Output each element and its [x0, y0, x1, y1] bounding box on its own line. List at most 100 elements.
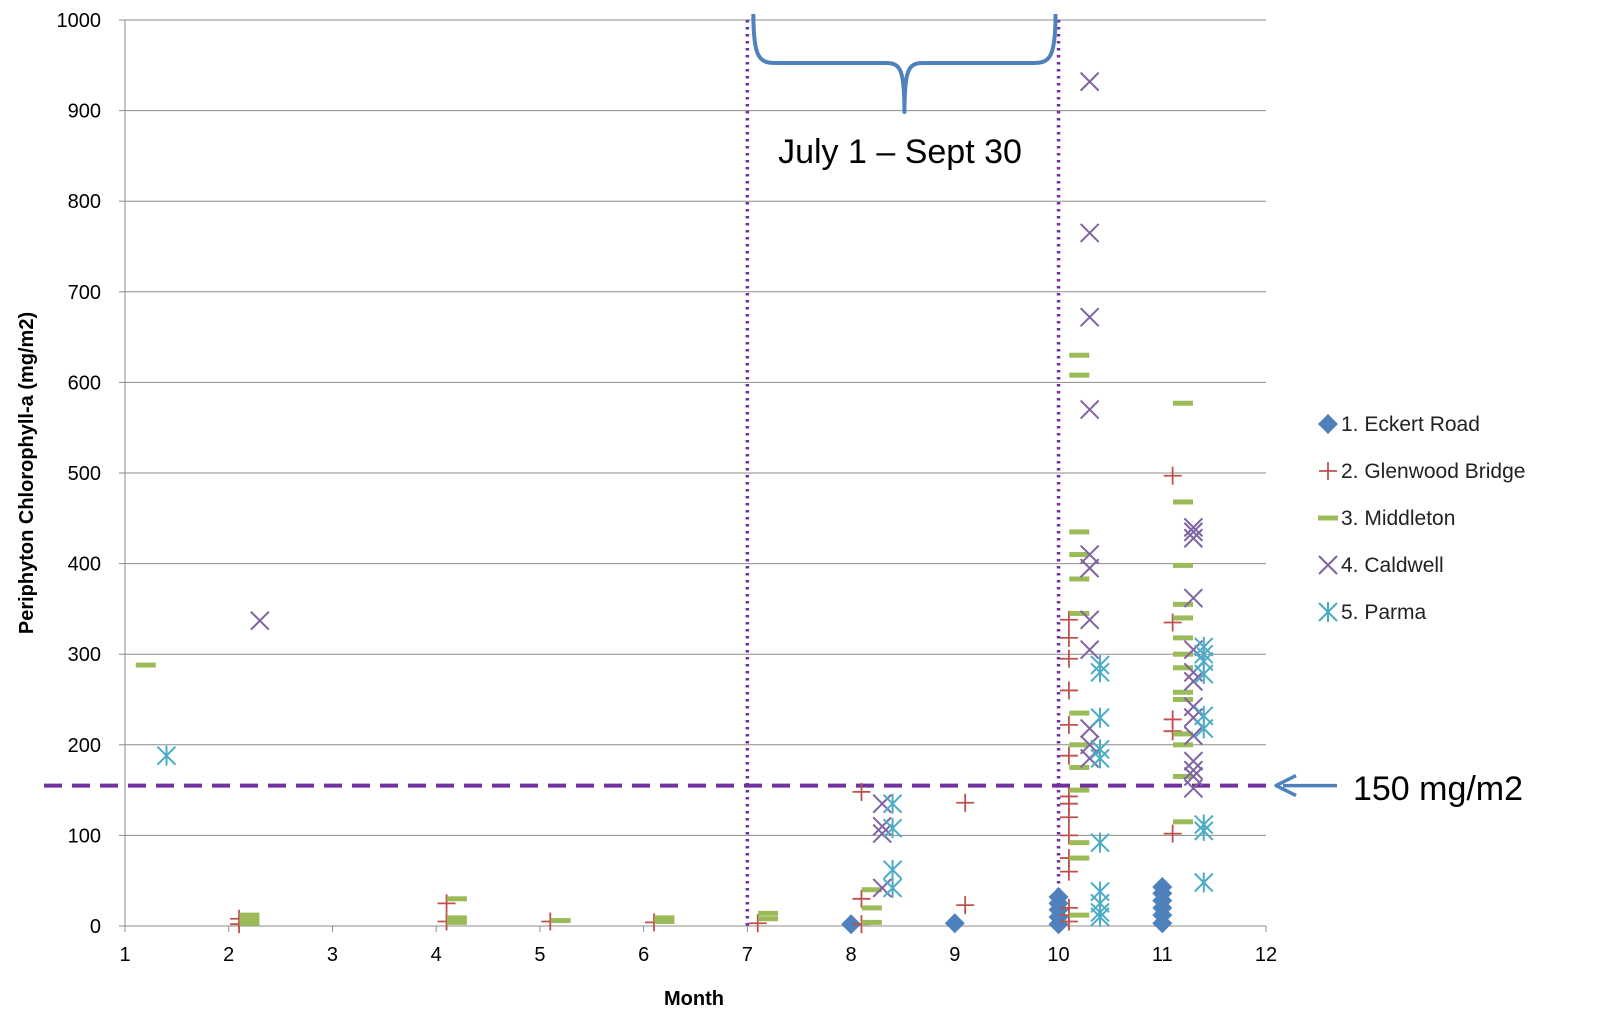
data-point	[1173, 635, 1194, 641]
data-point	[1059, 681, 1078, 700]
y-tick-label: 700	[68, 282, 101, 304]
data-point	[956, 896, 975, 915]
data-point	[1069, 610, 1090, 616]
data-point	[1183, 517, 1204, 538]
data-point	[1059, 898, 1078, 917]
data-point	[1079, 610, 1100, 630]
x-tick-label: 4	[431, 944, 442, 966]
data-point	[1079, 71, 1100, 92]
y-tick-label: 900	[68, 101, 101, 123]
series-3	[135, 352, 1194, 926]
x-tick-label: 10	[1047, 944, 1069, 966]
data-point	[1059, 715, 1078, 734]
data-point	[1059, 826, 1078, 845]
data-point	[841, 914, 862, 935]
x-tick-label: 12	[1255, 944, 1277, 966]
data-point	[944, 913, 965, 934]
x-tick-label: 6	[638, 944, 649, 966]
data-point	[1194, 872, 1214, 893]
data-point	[882, 859, 903, 880]
series-4	[250, 71, 1204, 898]
data-point	[1090, 881, 1110, 902]
threshold-label: 150 mg/m2	[1353, 770, 1523, 808]
data-point	[1194, 814, 1214, 835]
data-point	[1194, 705, 1214, 726]
legend-item-2: 2. Glenwood Bridge	[1319, 460, 1525, 483]
x-tick-label: 3	[327, 944, 338, 966]
legend-item-3: 3. Middleton	[1318, 507, 1455, 530]
data-point	[1079, 639, 1100, 660]
data-point	[882, 793, 903, 814]
data-point	[1069, 764, 1090, 770]
data-point	[1069, 352, 1090, 358]
data-point	[1090, 739, 1110, 760]
data-point	[758, 910, 779, 916]
data-point	[861, 887, 882, 893]
x-tick-label: 1	[119, 944, 130, 966]
data-point	[1173, 651, 1194, 657]
y-tick-labels: 0 100 200 300 400 500 600 700 800 900 1000	[57, 10, 102, 938]
data-point	[1069, 552, 1090, 558]
annotations: July 1 – Sept 30 150 mg/m2	[778, 133, 1523, 808]
data-point	[239, 917, 260, 923]
data-point	[1183, 588, 1204, 608]
data-point	[1173, 697, 1194, 702]
legend-label: 3. Middleton	[1341, 507, 1455, 530]
x-tick-label: 2	[223, 944, 234, 966]
legend-item-1: 1. Eckert Road	[1318, 413, 1480, 436]
data-point	[1173, 499, 1194, 505]
y-axis-title: Periphyton Chlorophyll-a (mg/m2)	[16, 312, 38, 634]
y-tick-label: 1000	[57, 10, 102, 32]
y-tick-label: 300	[68, 644, 101, 666]
data-point	[852, 889, 871, 908]
data-point	[1183, 760, 1204, 780]
data-point	[446, 915, 467, 921]
data-point	[1090, 655, 1110, 676]
legend-marker	[1318, 602, 1338, 622]
data-point	[1059, 787, 1078, 806]
data-point	[758, 916, 779, 922]
data-point	[861, 919, 882, 925]
data-point	[872, 878, 892, 898]
x-tick-label: 11	[1152, 944, 1173, 966]
data-point	[1059, 628, 1078, 647]
data-point	[1069, 529, 1090, 535]
window-brace	[751, 13, 1058, 114]
window-label: July 1 – Sept 30	[778, 133, 1022, 171]
data-point	[1079, 223, 1100, 243]
legend-label: 1. Eckert Road	[1341, 413, 1480, 436]
x-tick-label: 5	[534, 944, 545, 966]
data-point	[1069, 912, 1090, 918]
legend-marker	[1318, 515, 1338, 521]
data-point	[654, 915, 675, 921]
y-tick-label: 200	[68, 735, 101, 757]
data-point	[882, 877, 903, 898]
data-point	[1173, 731, 1194, 737]
x-tick-label: 7	[742, 944, 753, 966]
data-point	[1069, 742, 1090, 748]
data-point	[1079, 735, 1100, 755]
data-point	[1173, 742, 1194, 748]
data-point	[654, 918, 675, 924]
data-points	[135, 71, 1214, 935]
data-point	[135, 662, 156, 668]
data-point	[1152, 877, 1173, 898]
data-point	[1069, 787, 1090, 793]
legend-label: 5. Parma	[1341, 601, 1427, 624]
data-point	[1173, 562, 1194, 568]
data-point	[446, 896, 467, 902]
legend-label: 4. Caldwell	[1341, 554, 1444, 577]
data-point	[1048, 887, 1069, 908]
data-point	[1090, 707, 1110, 728]
data-point	[156, 745, 177, 766]
legend-item-5: 5. Parma	[1318, 601, 1427, 624]
data-point	[852, 782, 871, 801]
data-point	[250, 610, 270, 631]
data-point	[1183, 671, 1204, 692]
series-5	[156, 636, 1214, 927]
data-point	[1059, 649, 1078, 668]
data-point	[1173, 819, 1194, 825]
window-brace-path	[751, 13, 1058, 114]
